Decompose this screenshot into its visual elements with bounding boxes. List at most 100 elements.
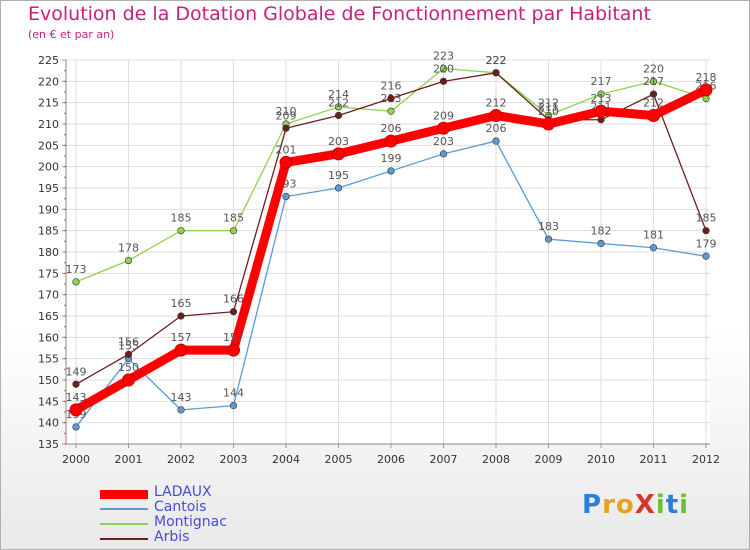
data-label-montignac: 178 xyxy=(118,242,139,255)
x-tick-label: 2007 xyxy=(430,453,458,466)
data-label-cantois: 195 xyxy=(328,169,349,182)
data-point-ladaux xyxy=(489,108,503,122)
data-point-ladaux xyxy=(647,108,660,122)
data-point-cantois xyxy=(72,423,80,431)
y-tick-label: 135 xyxy=(38,438,59,451)
x-tick-label: 2002 xyxy=(167,453,195,466)
y-tick-label: 170 xyxy=(38,289,59,302)
data-point-montignac xyxy=(334,103,343,111)
data-point-cantois xyxy=(702,252,710,260)
data-label-ladaux: 206 xyxy=(381,122,402,135)
y-tick-label: 160 xyxy=(38,331,59,344)
data-point-cantois xyxy=(177,406,185,414)
logo-letter: i xyxy=(655,490,666,520)
y-tick-label: 215 xyxy=(38,97,59,110)
logo-letter: r xyxy=(602,490,616,520)
y-tick-label: 225 xyxy=(38,54,59,67)
legend-label: Cantois xyxy=(154,499,207,515)
x-tick-label: 2005 xyxy=(325,453,353,466)
data-point-arbis xyxy=(124,350,133,359)
data-point-montignac xyxy=(649,77,658,85)
data-label-arbis: 156 xyxy=(118,335,139,348)
data-label-montignac: 223 xyxy=(433,50,454,63)
legend-swatch xyxy=(100,508,148,510)
data-label-ladaux: 209 xyxy=(433,109,454,122)
data-label-montignac: 185 xyxy=(223,212,244,225)
data-point-cantois xyxy=(492,137,500,145)
x-tick-label: 2012 xyxy=(692,453,720,466)
logo-letter: X xyxy=(634,490,656,520)
y-tick-label: 200 xyxy=(38,161,59,174)
data-label-cantois: 203 xyxy=(433,135,454,148)
data-label-montignac: 185 xyxy=(171,212,192,225)
x-tick-label: 2009 xyxy=(535,453,563,466)
logo-letter: P xyxy=(582,490,603,520)
y-tick-label: 185 xyxy=(38,225,59,238)
data-label-ladaux: 210 xyxy=(538,105,559,118)
data-point-ladaux xyxy=(384,134,398,148)
data-point-ladaux xyxy=(69,403,83,417)
y-tick-label: 195 xyxy=(38,182,59,195)
y-tick-label: 190 xyxy=(38,203,59,216)
data-point-arbis xyxy=(439,77,448,85)
data-label-cantois: 179 xyxy=(696,237,717,250)
data-label-arbis: 212 xyxy=(328,96,349,109)
data-label-cantois: 199 xyxy=(381,152,402,165)
x-tick-label: 2000 xyxy=(62,453,90,466)
legend-swatch xyxy=(100,538,148,540)
legend-label: Arbis xyxy=(154,529,190,545)
data-label-cantois: 144 xyxy=(223,387,244,400)
data-label-ladaux: 150 xyxy=(118,361,139,374)
data-point-ladaux xyxy=(437,121,450,135)
data-point-ladaux xyxy=(542,117,555,131)
data-label-montignac: 173 xyxy=(66,263,87,276)
x-tick-label: 2001 xyxy=(115,453,143,466)
data-point-cantois xyxy=(229,402,238,410)
logo-letter: o xyxy=(615,490,635,520)
x-tick-label: 2011 xyxy=(640,453,668,466)
data-label-cantois: 206 xyxy=(486,122,507,135)
data-point-arbis xyxy=(334,111,343,120)
data-point-cantois xyxy=(597,239,605,248)
data-point-cantois xyxy=(282,192,290,201)
y-tick-label: 140 xyxy=(38,417,59,430)
data-label-montignac: 212 xyxy=(538,96,559,109)
data-point-ladaux xyxy=(174,343,188,357)
data-point-arbis xyxy=(229,308,238,316)
y-tick-label: 145 xyxy=(38,395,59,408)
x-tick-label: 2010 xyxy=(587,453,615,466)
y-tick-label: 210 xyxy=(38,118,59,131)
data-label-cantois: 181 xyxy=(643,229,664,242)
data-point-arbis xyxy=(282,124,290,132)
data-label-montignac: 217 xyxy=(591,75,612,88)
data-point-montignac xyxy=(72,278,80,286)
data-point-montignac xyxy=(229,227,238,235)
data-point-montignac xyxy=(177,227,185,235)
x-tick-label: 2003 xyxy=(220,453,248,466)
data-label-cantois: 155 xyxy=(118,340,139,353)
data-label-ladaux: 218 xyxy=(696,71,717,84)
data-point-ladaux xyxy=(227,343,240,357)
x-tick-label: 2006 xyxy=(377,453,405,466)
data-label-cantois: 143 xyxy=(171,391,192,404)
y-tick-label: 220 xyxy=(38,75,59,88)
data-label-arbis: 149 xyxy=(66,365,87,378)
data-point-arbis xyxy=(649,90,658,98)
y-tick-label: 180 xyxy=(38,246,59,259)
legend-swatch xyxy=(100,490,148,499)
data-point-cantois xyxy=(387,167,395,175)
y-tick-label: 205 xyxy=(38,139,59,152)
data-label-ladaux: 143 xyxy=(66,391,87,404)
data-point-ladaux xyxy=(332,147,345,161)
data-point-montignac xyxy=(387,107,395,115)
data-label-arbis: 209 xyxy=(276,109,297,122)
y-tick-label: 175 xyxy=(38,267,59,280)
x-tick-label: 2004 xyxy=(272,453,300,466)
chart-subtitle: (en € et par an) xyxy=(28,28,115,41)
data-label-ladaux: 212 xyxy=(486,96,507,109)
data-point-ladaux xyxy=(594,104,608,118)
x-tick-label: 2008 xyxy=(482,453,510,466)
data-point-arbis xyxy=(492,69,500,77)
data-label-arbis: 220 xyxy=(433,62,454,75)
